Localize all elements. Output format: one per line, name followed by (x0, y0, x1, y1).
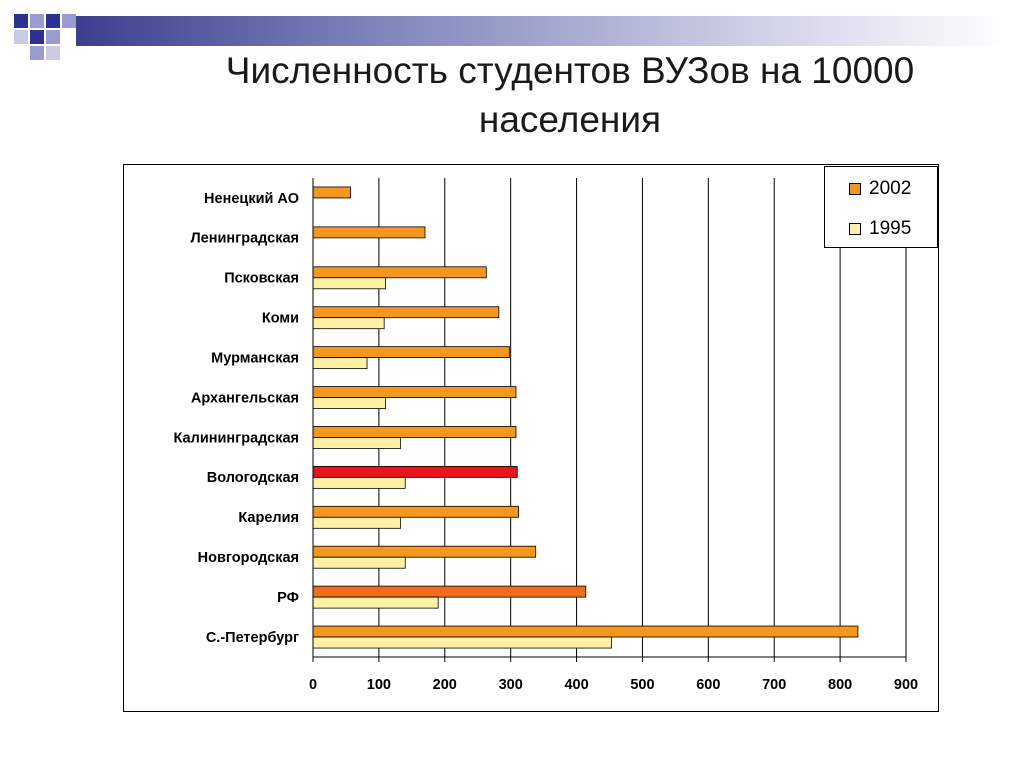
bar-1995 (312, 317, 385, 330)
bar-2002 (312, 545, 537, 558)
bar-2002 (312, 585, 587, 598)
bar-1995 (312, 556, 406, 569)
chart-legend: 2002 1995 (824, 166, 938, 248)
x-tick-label: 300 (499, 677, 523, 693)
bar-2002 (312, 386, 517, 398)
category-label: Мурманская (211, 350, 299, 366)
bar-1995 (312, 476, 406, 489)
category-label: РФ (277, 590, 299, 606)
legend-swatch-2002 (849, 183, 861, 195)
bar-2002 (312, 346, 510, 359)
bar-1995 (312, 277, 386, 290)
bar-2002 (312, 266, 487, 279)
header-decoration-bar (76, 16, 1008, 46)
category-label: Вологодская (207, 470, 299, 486)
bar-1995 (312, 437, 402, 449)
bar-1995 (312, 357, 368, 370)
x-tick-label: 100 (367, 677, 391, 693)
bar-2002 (312, 306, 500, 319)
legend-label-1995: 1995 (869, 218, 912, 239)
category-label: Новгородская (198, 550, 299, 566)
bar-1995 (312, 397, 386, 409)
header-decoration-square (62, 14, 76, 28)
bar-1995 (312, 596, 439, 609)
category-label: Ленинградская (191, 231, 300, 247)
header-decoration-square (46, 30, 60, 44)
header-decoration-square (30, 14, 44, 28)
chart-frame (123, 164, 939, 712)
x-tick-label: 200 (433, 677, 457, 693)
bar-2002 (312, 186, 351, 199)
header-decoration-square (14, 14, 28, 28)
category-label: Калининградская (174, 430, 299, 446)
header-decoration-square (30, 46, 44, 60)
category-label: Архангельская (191, 390, 299, 406)
x-tick-label: 400 (564, 677, 588, 693)
x-tick-label: 500 (630, 677, 654, 693)
slide-title: Численность студентов ВУЗов на 10000 нас… (225, 50, 915, 140)
legend-label-2002: 2002 (869, 178, 912, 199)
category-label: Ненецкий АО (204, 191, 299, 207)
bar-1995 (312, 636, 612, 649)
category-label: Коми (262, 311, 299, 327)
bar-2002 (312, 505, 519, 518)
x-tick-label: 800 (828, 677, 852, 693)
legend-swatch-1995 (849, 223, 861, 235)
legend-item-1995: 1995 (849, 218, 912, 239)
x-tick-label: 0 (309, 677, 317, 693)
x-tick-label: 900 (894, 677, 918, 693)
header-decoration-square (46, 14, 60, 28)
header-decoration-square (30, 30, 44, 44)
category-label: Псковская (224, 271, 299, 287)
category-label: С.-Петербург (206, 630, 299, 646)
x-tick-label: 600 (696, 677, 720, 693)
bar-2002 (312, 465, 518, 478)
header-decoration-square (14, 30, 28, 44)
bar-2002 (312, 226, 426, 239)
header-decoration-square (46, 46, 60, 60)
bar-2002 (312, 426, 517, 438)
bar-1995 (312, 516, 402, 529)
category-label: Карелия (238, 510, 299, 526)
legend-item-2002: 2002 (849, 178, 912, 199)
x-tick-label: 700 (762, 677, 786, 693)
bar-2002 (312, 625, 859, 638)
